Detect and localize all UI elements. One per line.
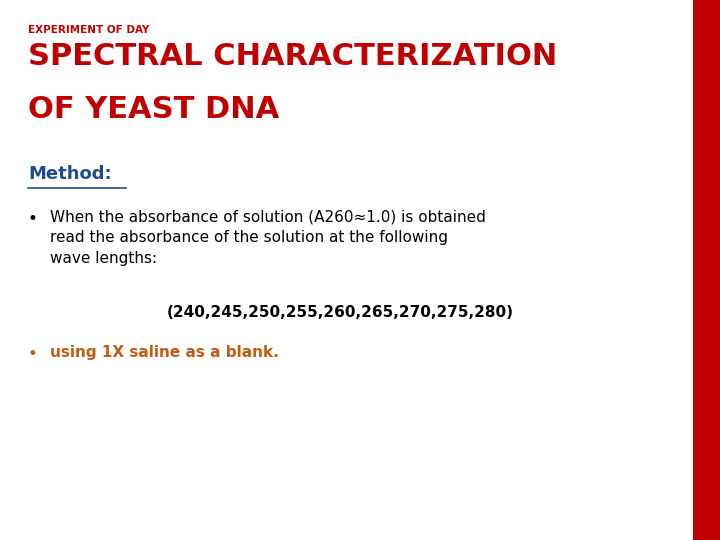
- Text: •: •: [28, 210, 38, 228]
- Text: OF YEAST DNA: OF YEAST DNA: [28, 95, 279, 124]
- Text: SPECTRAL CHARACTERIZATION: SPECTRAL CHARACTERIZATION: [28, 42, 557, 71]
- Text: When the absorbance of solution (A260≈1.0) is obtained
read the absorbance of th: When the absorbance of solution (A260≈1.…: [50, 210, 486, 266]
- Text: •: •: [28, 345, 38, 363]
- Text: EXPERIMENT OF DAY: EXPERIMENT OF DAY: [28, 25, 149, 35]
- Bar: [693, 0, 720, 540]
- Text: using 1X saline as a blank.: using 1X saline as a blank.: [50, 345, 279, 360]
- Text: Method:: Method:: [28, 165, 112, 183]
- Text: (240,245,250,255,260,265,270,275,280): (240,245,250,255,260,265,270,275,280): [166, 305, 513, 320]
